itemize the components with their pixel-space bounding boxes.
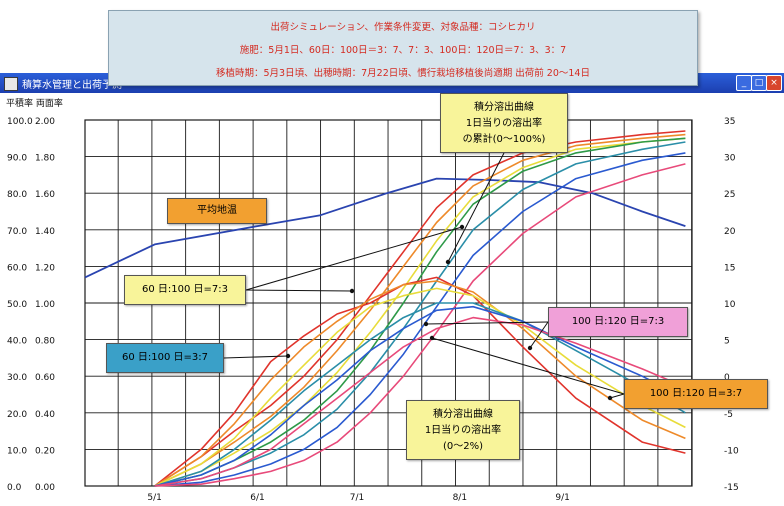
y-tick-label-outer: 70.0	[7, 227, 27, 237]
y-tick-label-right: 35	[724, 117, 735, 127]
y-tick-label-inner: 0.80	[35, 337, 55, 347]
y-tick-label-outer: 50.0	[7, 300, 27, 310]
leader-100-73-b-dot	[527, 345, 533, 351]
release-curve-line-7	[154, 163, 686, 487]
y-tick-label-right: 10	[724, 300, 736, 310]
y-tick-label-right: -10	[724, 446, 739, 456]
leader-cum	[447, 152, 505, 263]
leader-100-37-b-dot	[607, 395, 613, 401]
release-curve-line-13	[154, 316, 686, 487]
x-tick-label: 7/1	[350, 493, 364, 503]
leader-60-37-dot	[285, 353, 291, 359]
y-tick-label-inner: 1.40	[35, 227, 55, 237]
x-tick-label: 9/1	[555, 493, 569, 503]
leader-100-37-a-dot	[429, 335, 435, 341]
x-tick-label: 5/1	[147, 493, 161, 503]
y-tick-label-inner: 0.40	[35, 410, 55, 420]
y-tick-label-outer: 0.0	[7, 483, 22, 493]
y-tick-label-right: -15	[724, 483, 739, 493]
release-curve-line-6	[154, 152, 686, 487]
y-tick-label-inner: 1.00	[35, 300, 55, 310]
y-tick-label-outer: 10.0	[7, 446, 27, 456]
leader-100-73-a-dot	[423, 321, 429, 327]
ratio-60-100-7-3-label: 60 日:100 日=7:3	[124, 275, 246, 305]
y-tick-label-right: 0	[724, 373, 730, 383]
y-tick-label-right: 5	[724, 337, 730, 347]
soil-temperature-line	[84, 177, 686, 279]
y-tick-label-outer: 30.0	[7, 373, 27, 383]
y-tick-label-outer: 90.0	[7, 154, 27, 164]
leader-100-37-b	[609, 393, 625, 399]
release-curve-line-9	[154, 280, 686, 487]
x-tick-label: 8/1	[453, 493, 467, 503]
y-tick-label-inner: 1.80	[35, 154, 55, 164]
y-tick-label-inner: 0.00	[35, 483, 55, 493]
y-tick-label-outer: 80.0	[7, 190, 27, 200]
leader-cum-dot	[445, 259, 451, 265]
y-tick-label-right: 20	[724, 227, 736, 237]
y-tick-label-inner: 1.60	[35, 190, 55, 200]
release-curve-line-11	[154, 302, 686, 487]
soil-temperature-label: 平均地温	[167, 198, 267, 224]
leader-100-73-b	[529, 321, 549, 349]
app-icon	[4, 77, 18, 91]
y-tick-label-right: -5	[724, 410, 733, 420]
leader-60-73-a	[245, 226, 463, 291]
conditions-line-1: 出荷シミュレーション、作業条件変更、対象品種：コシヒカリ	[270, 22, 536, 33]
simulation-conditions-box: 出荷シミュレーション、作業条件変更、対象品種：コシヒカリ 施肥：5月1日、60日…	[108, 10, 698, 86]
y-tick-label-right: 15	[724, 263, 735, 273]
y-tick-label-outer: 40.0	[7, 337, 27, 347]
ratio-100-120-3-7-label: 100 日:120 日=3:7	[624, 379, 768, 409]
ratio-100-120-7-3-label: 100 日:120 日=7:3	[548, 307, 688, 337]
y-tick-label-outer: 60.0	[7, 263, 27, 273]
y-tick-label-inner: 1.20	[35, 263, 55, 273]
close-button[interactable]: ×	[766, 75, 782, 91]
y-tick-label-outer: 20.0	[7, 410, 27, 420]
x-tick-label: 6/1	[250, 493, 264, 503]
conditions-line-3: 移植時期：5月3日頃、出穂時期：7月22日頃、慣行栽培移植後尚適期 出荷前 20…	[216, 68, 590, 79]
leader-60-73-a-dot	[459, 224, 465, 230]
leader-100-37-a	[431, 337, 625, 395]
release-curve-line-12	[154, 305, 686, 487]
release-curve-line-10	[154, 287, 686, 487]
leader-60-73-b	[245, 289, 353, 292]
conditions-line-2: 施肥：5月1日、60日：100日＝3：7、7：3、100日：120日＝7：3、3…	[239, 45, 567, 56]
leader-100-73-a	[425, 321, 549, 325]
y-tick-label-inner: 0.60	[35, 373, 55, 383]
leader-60-73-b-dot	[349, 288, 355, 294]
ratio-60-100-3-7-label: 60 日:100 日=3:7	[106, 343, 224, 373]
y-tick-label-outer: 100.0	[7, 117, 33, 127]
daily-release-box: 積分溶出曲線 1日当りの溶出率 (0〜2%)	[406, 400, 520, 460]
cumulative-release-box: 積分溶出曲線 1日当りの溶出率 の累計(0〜100%)	[440, 93, 568, 153]
y-tick-label-inner: 2.00	[35, 117, 55, 127]
window-title: 積算水管理と出荷予測	[22, 80, 122, 91]
y-tick-label-right: 25	[724, 190, 735, 200]
y-axis-header: 平積率 両面率	[6, 99, 63, 109]
release-curve-line-4	[154, 137, 686, 487]
leader-60-37	[223, 355, 289, 359]
y-tick-label-inner: 0.20	[35, 446, 55, 456]
y-tick-label-right: 30	[724, 154, 736, 164]
release-curve-line-8	[154, 276, 686, 487]
